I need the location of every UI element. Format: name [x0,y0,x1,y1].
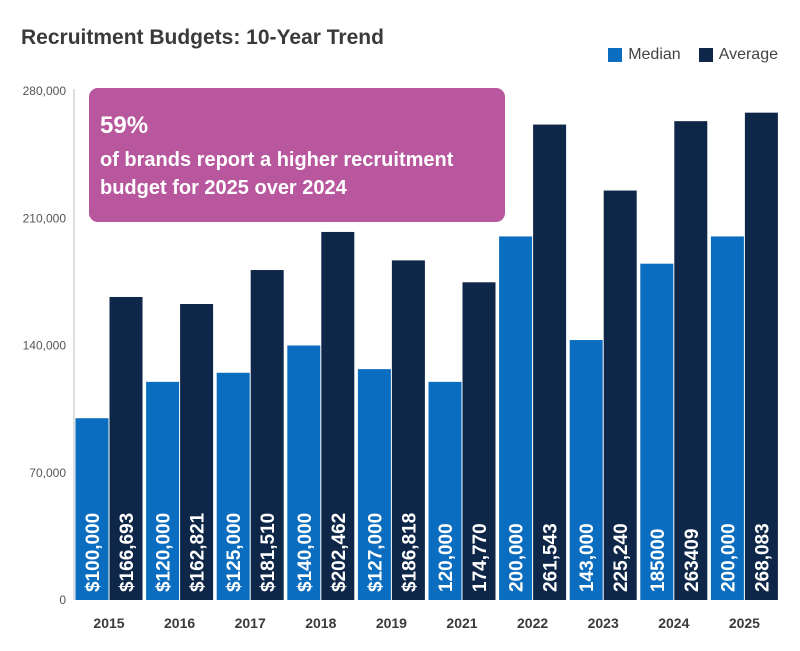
x-tick-label: 2017 [235,615,266,631]
bar-average-2018 [321,231,355,600]
legend-item-average: Average [698,46,778,64]
bar-value-label: $186,818 [399,513,420,592]
bar-median-2022 [499,236,533,600]
bar-median-2024 [640,263,674,600]
x-tick-label: 2021 [446,615,477,631]
bar-value-label: 200,000 [507,523,528,592]
bar-value-label: $181,510 [258,513,279,592]
x-tick-label: 2016 [164,615,195,631]
bar-median-2016 [146,381,180,600]
bar-value-label: $162,821 [188,512,209,592]
bar-average-2016 [180,304,214,600]
callout-box: 59% of brands report a higher recruitmen… [89,88,505,222]
bar-value-label: 143,000 [577,523,598,592]
bar-average-2025 [744,112,778,601]
x-tick-label: 2023 [588,615,619,631]
bar-value-label: 200,000 [718,523,739,592]
bar-median-2019 [357,369,391,600]
bar-value-label: 174,770 [470,523,491,592]
x-tick-label: 2022 [517,615,548,631]
bar-average-2019 [391,260,425,600]
bar-value-label: $120,000 [154,513,175,592]
y-tick-label: 140,000 [23,339,67,353]
x-tick-label: 2025 [729,615,760,631]
bar-value-label: $100,000 [83,513,104,592]
bar-value-label: 120,000 [436,523,457,592]
bar-average-2022 [533,124,567,601]
y-tick-label: 70,000 [29,466,66,480]
legend-swatch-average [698,48,713,62]
bar-median-2015 [75,418,109,600]
legend: Median Average [608,46,778,64]
legend-label-median: Median [628,46,681,63]
bar-value-label: 185000 [648,529,669,592]
x-tick-label: 2019 [376,615,407,631]
chart-title: Recruitment Budgets: 10-Year Trend [21,26,384,49]
bar-value-label: 263409 [682,529,703,592]
bar-value-label: $127,000 [365,513,386,592]
callout-stat: 59% [100,112,149,139]
bar-average-2015 [109,296,143,600]
callout-text: of brands report a higher recruitment bu… [100,149,454,199]
bar-median-2018 [287,345,321,600]
bar-value-label: 268,083 [752,523,773,592]
bar-value-label: $202,462 [329,513,350,592]
bar-average-2024 [674,121,708,600]
bar-median-2023 [569,340,603,600]
legend-item-median: Median [608,46,681,64]
bar-value-label: 225,240 [611,523,632,592]
y-tick-label: 280,000 [23,84,67,98]
x-tick-label: 2015 [93,615,124,631]
y-tick-label: 210,000 [23,211,67,225]
bar-median-2021 [428,381,462,600]
x-tick-label: 2018 [305,615,336,631]
bar-average-2017 [250,270,284,600]
bar-value-label: $125,000 [224,513,245,592]
bar-value-label: 261,543 [541,523,562,592]
legend-swatch-median [608,48,623,62]
bar-average-2023 [603,190,637,601]
x-tick-label: 2024 [658,615,689,631]
legend-label-average: Average [718,46,778,63]
bar-median-2017 [216,372,250,600]
y-tick-label: 0 [59,593,66,607]
bar-value-label: $140,000 [295,513,316,592]
bar-average-2021 [462,282,496,600]
bar-median-2025 [710,236,744,600]
bar-value-label: $166,693 [117,513,138,592]
